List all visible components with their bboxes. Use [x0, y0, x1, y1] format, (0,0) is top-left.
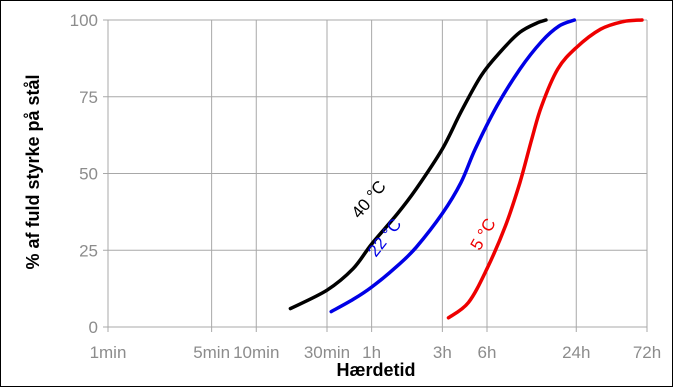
x-tick-label: 5min: [193, 343, 230, 362]
x-tick-label: 10min: [233, 343, 279, 362]
y-axis-title: % af fuld styrke på stål: [23, 74, 43, 269]
series-line: [329, 18, 577, 314]
x-tick-label: 6h: [478, 343, 497, 362]
series-lines: [288, 18, 644, 320]
x-tick-label: 30min: [304, 343, 350, 362]
x-tick-label: 3h: [433, 343, 452, 362]
y-tick-label: 75: [79, 88, 98, 107]
y-tick-label: 100: [70, 11, 98, 30]
series-line: [288, 18, 548, 311]
x-tick-label: 72h: [633, 343, 661, 362]
tick-labels: 1min 5min 10min 30min 1h 3h 6h 24h 72h 0 25 50 75 100: [70, 11, 662, 362]
series-line: [446, 18, 644, 320]
y-tick-label: 50: [79, 165, 98, 184]
grid: [103, 19, 648, 332]
x-tick-label: 1h: [362, 343, 381, 362]
x-axis-title: Hærdetid: [336, 360, 415, 380]
y-tick-label: 25: [79, 241, 98, 260]
x-tick-label: 1min: [90, 343, 127, 362]
y-tick-label: 0: [89, 318, 98, 337]
x-tick-label: 24h: [562, 343, 590, 362]
